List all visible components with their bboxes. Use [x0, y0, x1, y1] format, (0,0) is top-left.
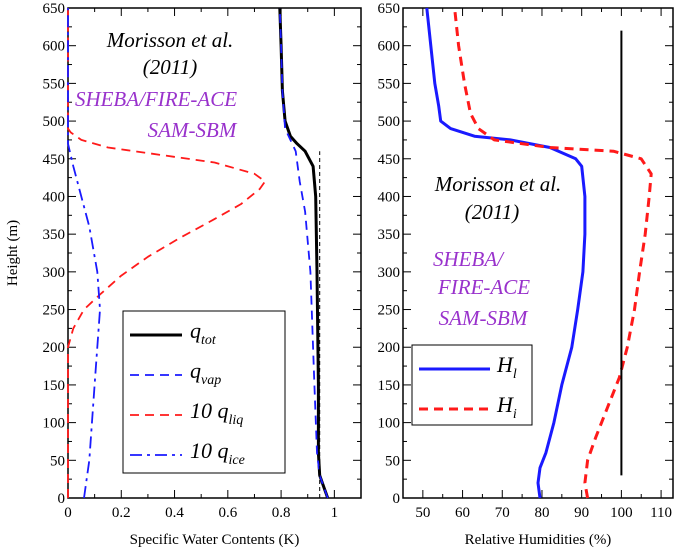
x-tick-label: 70 [495, 505, 510, 521]
series-line-1 [453, 7, 653, 499]
legend-entry: Hi [496, 392, 517, 422]
series-line-3 [67, 8, 101, 499]
right-x-axis-label: Relative Humidities (%) [465, 532, 612, 548]
y-tick-label: 300 [43, 265, 66, 281]
annotation-campaign: SHEBA/FIRE-ACE [75, 87, 237, 111]
y-tick-label: 400 [43, 189, 66, 205]
legend-entry: 10 qliq [190, 398, 243, 428]
y-tick-label: 50 [385, 453, 400, 469]
y-tick-label: 200 [378, 340, 401, 356]
y-tick-label: 200 [43, 340, 66, 356]
y-tick-label: 550 [43, 76, 66, 92]
y-tick-label: 250 [43, 303, 66, 319]
x-tick-label: 80 [534, 505, 549, 521]
left-panel: 0 0.2 0.4 0.6 0.8 1 0 50 100 150 200 250 300 350 400 45… [5, 1, 362, 548]
x-tick-label: 0.8 [272, 505, 291, 521]
legend-entry: 10 qice [190, 438, 245, 468]
x-tick-label: 0.6 [218, 505, 237, 521]
y-tick-label: 50 [50, 453, 65, 469]
x-tick-label: 0.4 [165, 505, 184, 521]
left-y-axis-label: Height (m) [5, 220, 21, 286]
y-tick-label: 400 [378, 189, 401, 205]
y-tick-label: 300 [378, 265, 401, 281]
x-tick-label: 60 [455, 505, 470, 521]
y-tick-label: 100 [378, 416, 401, 432]
annotation-author: Morisson et al. [106, 28, 234, 52]
right-legend: Hl Hi [411, 344, 533, 426]
right-panel: 50 60 70 80 90 100 110 0 50 100 150 200 250 300 350 400… [378, 1, 674, 548]
annotation-year: (2011) [465, 200, 519, 224]
series-line-1 [278, 7, 329, 499]
x-tick-label: 100 [610, 505, 633, 521]
y-tick-label: 100 [43, 416, 66, 432]
y-tick-label: 150 [378, 378, 401, 394]
y-tick-label: 450 [43, 152, 66, 168]
x-tick-label: 1 [331, 505, 339, 521]
x-tick-label: 110 [650, 505, 672, 521]
annotation-model: SAM-SBM [439, 306, 529, 330]
legend-box [411, 344, 533, 426]
legend-entry: qtot [190, 318, 217, 348]
annotation-year: (2011) [143, 55, 197, 79]
y-tick-label: 0 [58, 491, 66, 507]
annotation-campaign-2: FIRE-ACE [437, 275, 530, 299]
y-tick-label: 350 [43, 227, 66, 243]
y-tick-label: 250 [378, 303, 401, 319]
y-tick-label: 350 [378, 227, 401, 243]
annotation-model: SAM-SBM [148, 118, 238, 142]
legend-entry: qvap [190, 358, 221, 388]
y-tick-label: 500 [378, 114, 401, 130]
x-tick-label: 0 [64, 505, 72, 521]
left-legend: qtot qvap 10 qliq 10 qice [122, 310, 286, 474]
annotation-author: Morisson et al. [434, 172, 562, 196]
y-tick-label: 600 [378, 39, 401, 55]
y-tick-label: 500 [43, 114, 66, 130]
x-tick-label: 0.2 [112, 505, 131, 521]
y-tick-label: 150 [43, 378, 66, 394]
x-tick-label: 90 [574, 505, 589, 521]
y-tick-label: 650 [378, 1, 401, 17]
y-tick-label: 600 [43, 39, 66, 55]
y-tick-label: 650 [43, 1, 66, 17]
y-tick-label: 550 [378, 76, 401, 92]
x-tick-label: 50 [415, 505, 430, 521]
y-tick-label: 450 [378, 152, 401, 168]
series-line-0 [425, 7, 587, 499]
annotation-campaign-1: SHEBA/ [433, 247, 505, 271]
legend-box [122, 310, 286, 474]
left-x-axis-label: Specific Water Contents (K) [130, 532, 300, 548]
series-line-0 [278, 7, 330, 499]
series-line-2 [67, 8, 266, 498]
legend-entry: Hl [496, 352, 517, 382]
y-tick-label: 0 [393, 491, 401, 507]
